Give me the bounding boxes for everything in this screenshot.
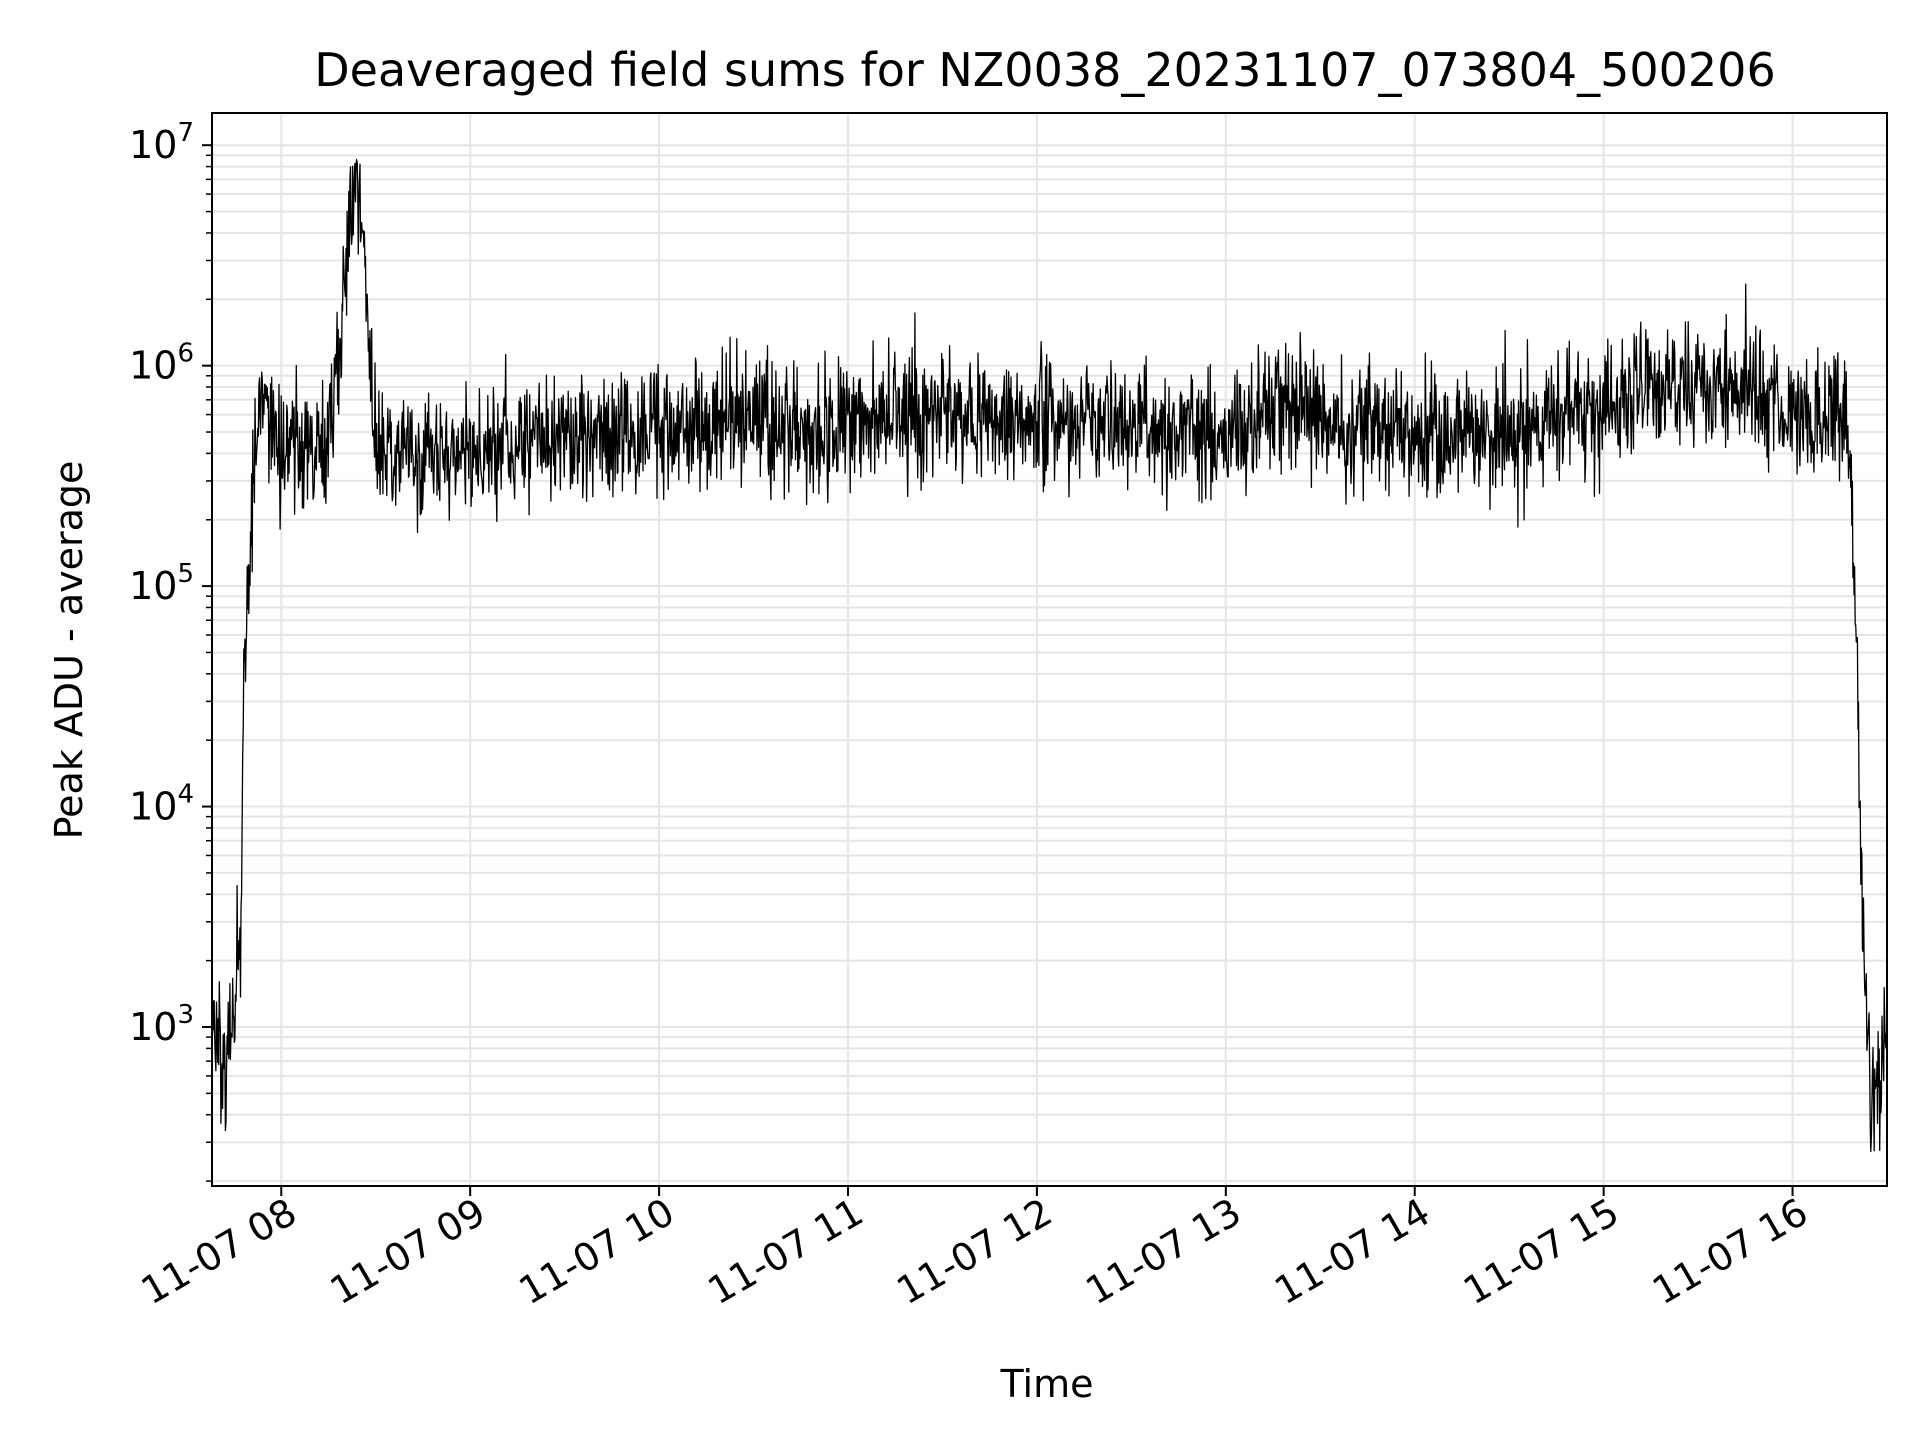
plot-frame xyxy=(211,112,1888,1187)
y-tick-labels: 103 104 105 106 107 xyxy=(129,118,194,1049)
y-tick-label: 105 xyxy=(129,559,194,608)
axis-ticks xyxy=(202,144,1794,1196)
x-axis-label: Time xyxy=(1000,1362,1094,1406)
chart-title: Deaveraged field sums for NZ0038_2023110… xyxy=(314,43,1775,97)
y-tick-label: 106 xyxy=(129,339,194,388)
plot-area xyxy=(212,113,1887,1186)
series-line-path xyxy=(211,159,1888,1153)
y-tick-label: 104 xyxy=(129,780,194,829)
series-line xyxy=(211,159,1888,1153)
y-axis-label: Peak ADU - average xyxy=(47,461,91,840)
y-tick-label: 103 xyxy=(129,1000,194,1049)
y-tick-label: 107 xyxy=(129,118,194,167)
